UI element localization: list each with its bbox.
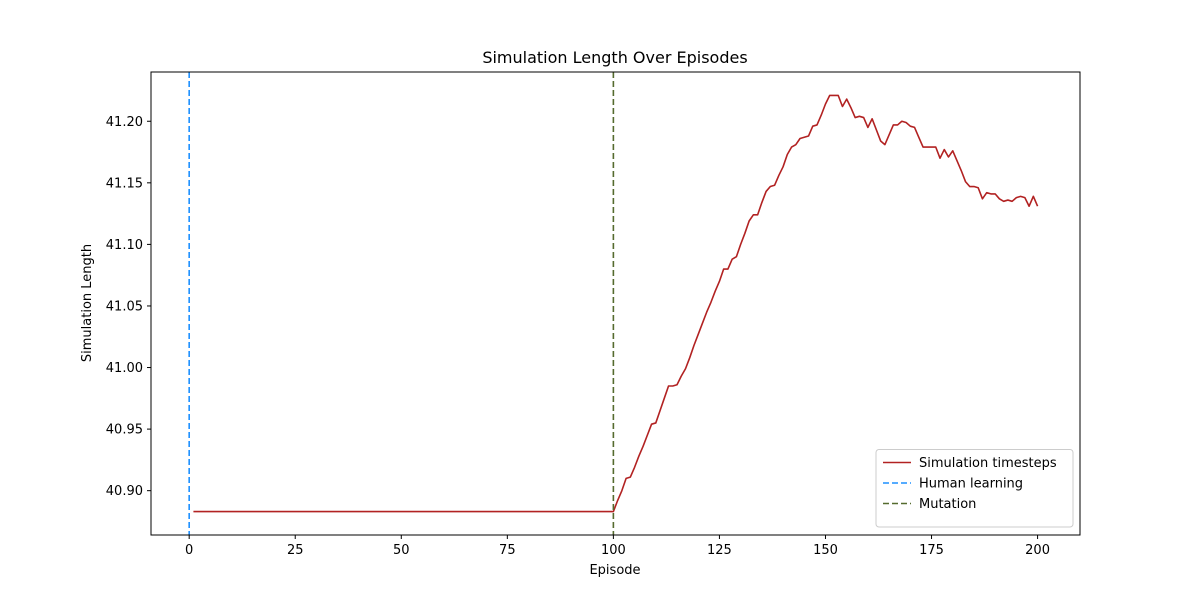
chart-title: Simulation Length Over Episodes xyxy=(482,48,747,67)
x-tick-label: 125 xyxy=(707,543,732,558)
y-tick-label: 41.00 xyxy=(106,361,143,376)
y-tick-label: 41.15 xyxy=(106,176,143,191)
y-tick-label: 40.90 xyxy=(106,484,143,499)
x-tick-label: 50 xyxy=(393,543,410,558)
x-tick-label: 175 xyxy=(919,543,944,558)
y-axis-ticks: 40.90 40.95 41.00 41.05 41.10 41.15 41.20 xyxy=(106,115,151,499)
series-line-simulation-timesteps xyxy=(193,94,1039,513)
x-tick-label: 100 xyxy=(601,543,626,558)
x-tick-label: 200 xyxy=(1025,543,1050,558)
plot-area xyxy=(188,72,1039,535)
x-tick-label: 25 xyxy=(287,543,304,558)
legend-label: Human learning xyxy=(919,477,1023,492)
y-tick-label: 40.95 xyxy=(106,423,143,438)
legend-label: Mutation xyxy=(919,497,976,512)
y-tick-label: 41.05 xyxy=(106,299,143,314)
y-tick-label: 41.10 xyxy=(106,238,143,253)
legend-label: Simulation timesteps xyxy=(919,456,1057,471)
legend-box xyxy=(875,449,1074,528)
y-tick-label: 41.20 xyxy=(106,115,143,130)
x-tick-label: 75 xyxy=(499,543,516,558)
legend: Simulation timesteps Human learning Mutati… xyxy=(875,449,1074,528)
plot-frame xyxy=(150,71,1081,536)
x-axis-ticks: 0 25 50 75 100 125 150 175 200 xyxy=(185,535,1050,558)
x-tick-label: 150 xyxy=(813,543,838,558)
y-axis-title: Simulation Length xyxy=(80,244,95,362)
x-tick-label: 0 xyxy=(185,543,193,558)
x-axis-title: Episode xyxy=(589,563,640,578)
